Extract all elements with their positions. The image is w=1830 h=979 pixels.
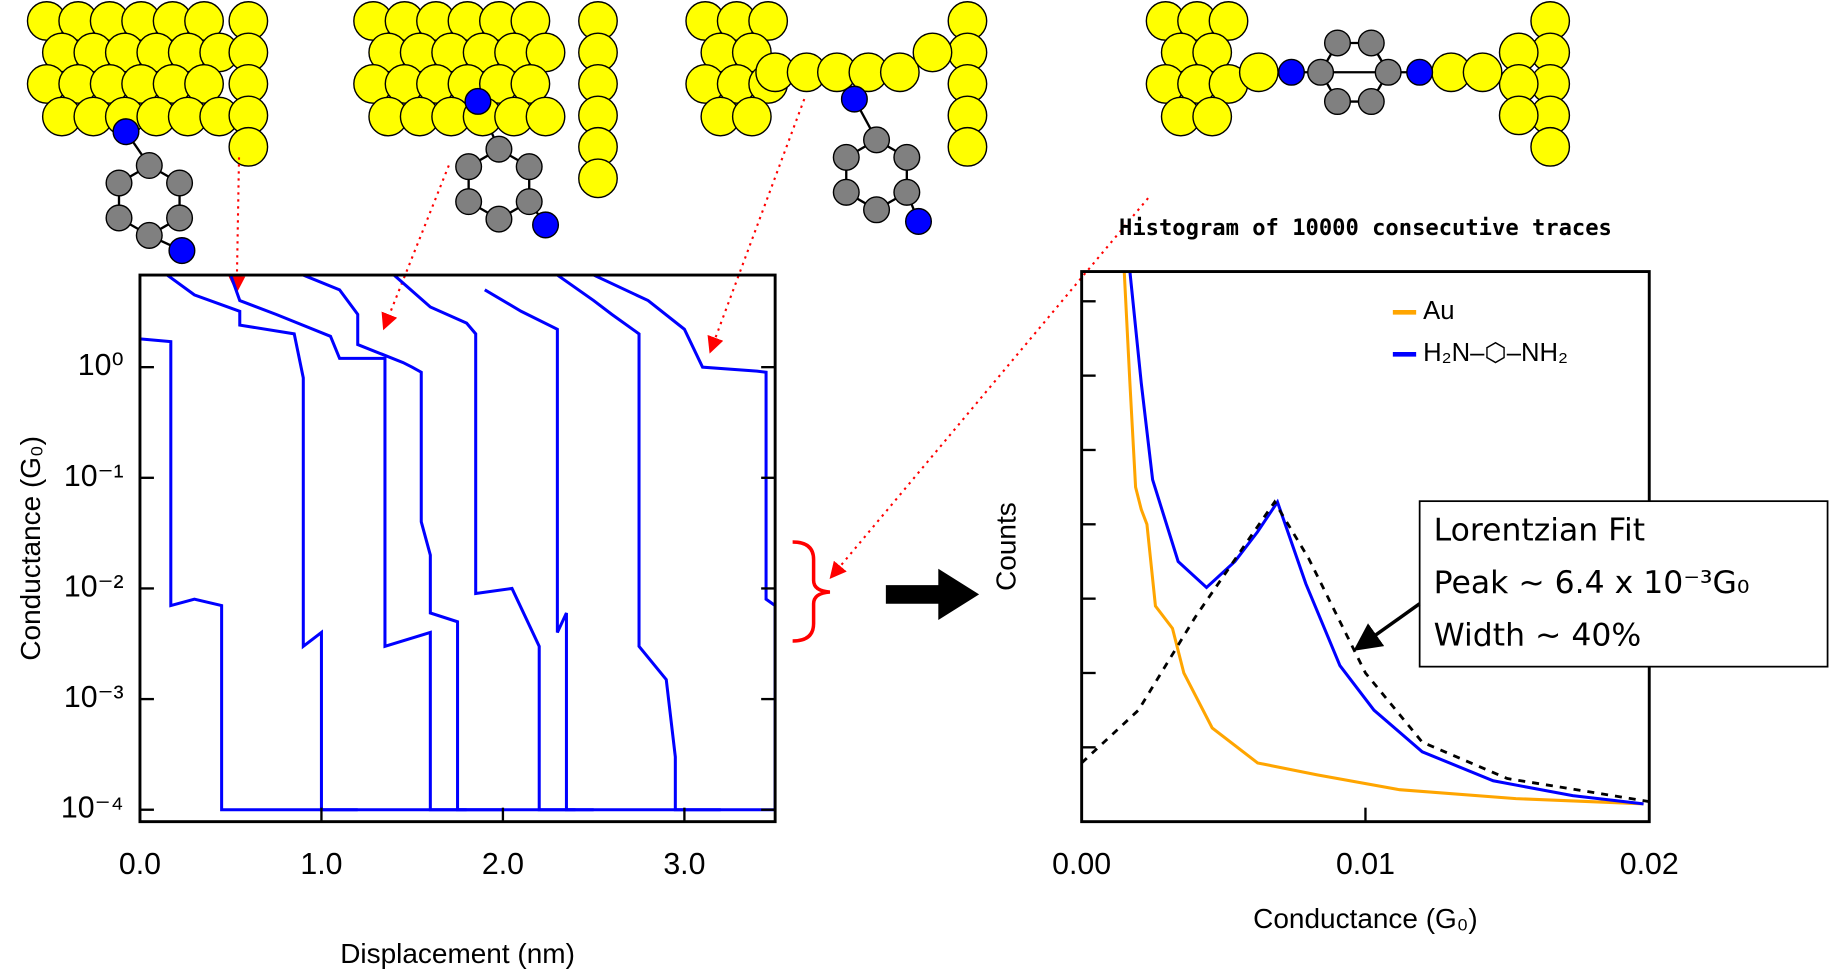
y-tick-label: 10⁻⁴ <box>61 792 124 825</box>
gold-atom <box>948 128 986 166</box>
gold-atom <box>733 97 771 135</box>
carbon-atom <box>864 197 890 223</box>
gold-atom <box>881 53 919 91</box>
carbon-atom <box>833 179 859 205</box>
nitrogen-atom <box>1407 59 1433 85</box>
carbon-atom <box>516 189 542 215</box>
big-arrow <box>886 569 979 620</box>
carbon-atom <box>833 145 859 171</box>
gold-atom <box>579 159 617 197</box>
carbon-atom <box>516 154 542 180</box>
series-line <box>167 275 358 810</box>
carbon-atom <box>864 127 890 153</box>
x-axis-label: Conductance (G₀) <box>1253 903 1478 934</box>
nitrogen-atom <box>1279 59 1305 85</box>
gold-atom <box>526 97 564 135</box>
chart-title: Histogram of 10000 consecutive traces <box>1119 215 1612 241</box>
gold-atom <box>1499 96 1537 134</box>
legend-label: Au <box>1423 297 1454 325</box>
nitrogen-atom <box>113 119 139 145</box>
carbon-atom <box>136 223 162 249</box>
carbon-atom <box>456 154 482 180</box>
carbon-atom <box>106 205 132 231</box>
brace <box>793 542 830 641</box>
gold-atom <box>1463 53 1501 91</box>
y-axis-label: Conductance (G₀) <box>15 436 46 661</box>
carbon-atom <box>1358 89 1384 115</box>
x-tick-label: 1.0 <box>300 848 342 881</box>
carbon-atom <box>486 206 512 232</box>
carbon-atom <box>1325 89 1351 115</box>
gold-atom <box>1193 97 1231 135</box>
x-tick-label: 3.0 <box>663 848 705 881</box>
carbon-atom <box>486 136 512 162</box>
x-tick-label: 0.02 <box>1620 848 1679 881</box>
gold-atom <box>1531 128 1569 166</box>
gold-atom <box>913 33 951 71</box>
x-tick-label: 2.0 <box>482 848 524 881</box>
annotation-arrow <box>1359 604 1420 647</box>
x-tick-label: 0.01 <box>1336 848 1395 881</box>
x-axis-label: Displacement (nm) <box>340 938 575 969</box>
nitrogen-atom <box>842 86 868 112</box>
nitrogen-atom <box>169 238 195 264</box>
carbon-atom <box>894 145 920 171</box>
series-line <box>231 275 467 810</box>
nitrogen-atom <box>533 212 559 238</box>
carbon-atom <box>1375 59 1401 85</box>
y-tick-label: 10⁻³ <box>64 681 124 714</box>
gold-atom <box>1240 53 1278 91</box>
carbon-atom <box>106 170 132 196</box>
x-tick-label: 0.0 <box>119 848 161 881</box>
nitrogen-atom <box>906 209 932 235</box>
y-tick-label: 10⁻¹ <box>64 460 124 493</box>
series-line <box>594 275 775 810</box>
series-line <box>303 275 503 810</box>
carbon-atom <box>167 170 193 196</box>
y-axis-label: Counts <box>991 502 1022 591</box>
y-tick-label: 10⁰ <box>78 349 124 382</box>
annotation: Lorentzian Fit <box>1434 512 1645 548</box>
figure: 0.0 1.0 2.0 3.0 10⁻⁴ 10⁻³ 10⁻² 10⁻¹ 10⁰ Displacem… <box>0 0 1830 979</box>
carbon-atom <box>1325 30 1351 56</box>
gold-atom <box>229 128 267 166</box>
carbon-atom <box>136 153 162 179</box>
carbon-atom <box>894 179 920 205</box>
x-tick-label: 0.00 <box>1052 848 1111 881</box>
annotation: Peak ~ 6.4 x 10⁻³G₀ <box>1434 565 1750 601</box>
nitrogen-atom <box>465 89 491 115</box>
carbon-atom <box>456 189 482 215</box>
annotation: Width ~ 40% <box>1434 617 1642 653</box>
carbon-atom <box>1358 30 1384 56</box>
y-tick-label: 10⁻² <box>64 570 124 603</box>
legend-label: H₂N–⬡–NH₂ <box>1423 339 1568 367</box>
carbon-atom <box>1308 59 1334 85</box>
carbon-atom <box>167 205 193 231</box>
series-line <box>394 275 575 810</box>
